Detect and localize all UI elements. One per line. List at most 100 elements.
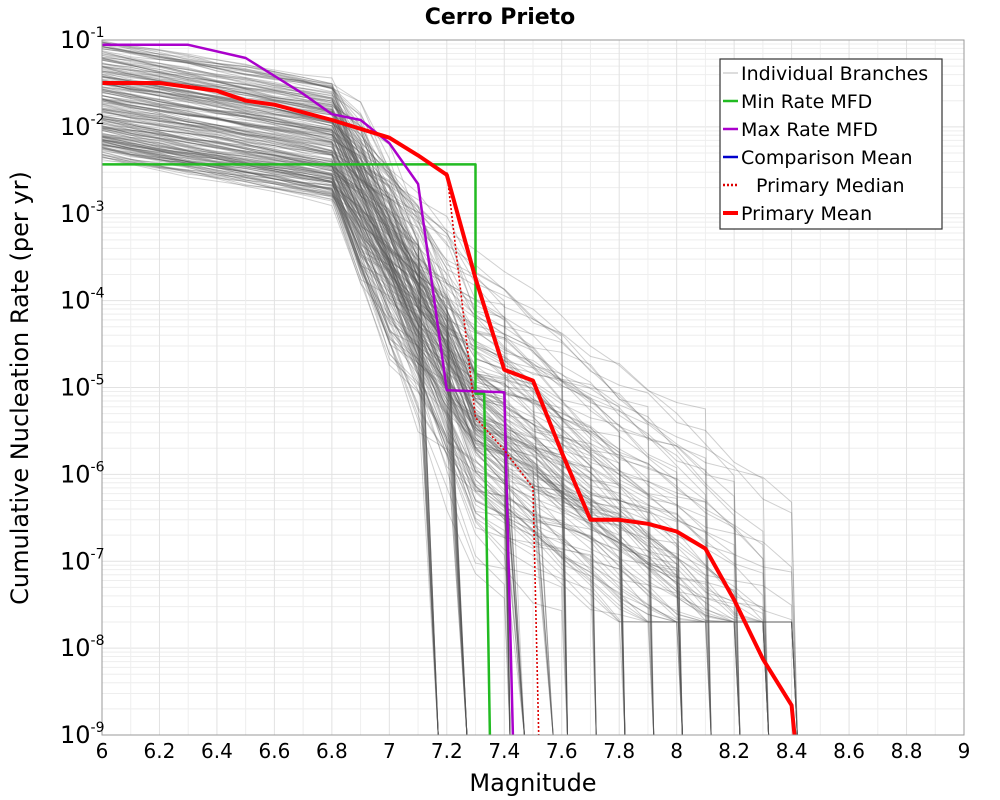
branch-line xyxy=(101,115,712,736)
branch-line xyxy=(101,95,798,736)
legend-label: Primary Median xyxy=(756,175,905,197)
branch-line xyxy=(101,45,525,736)
branch-line xyxy=(101,130,568,736)
branch-line xyxy=(101,132,468,736)
branch-line xyxy=(101,107,626,736)
branch-line xyxy=(101,98,798,736)
y-tick-label: 10-7 xyxy=(60,546,105,575)
y-tick-label: 10-4 xyxy=(60,286,105,315)
y-axis-label: Cumulative Nucleation Rate (per yr) xyxy=(6,171,34,605)
branch-line xyxy=(101,94,525,736)
branch-line xyxy=(101,135,712,736)
branch-line xyxy=(101,140,439,736)
branch-line xyxy=(101,108,468,736)
branch-line xyxy=(101,103,798,736)
branch-line xyxy=(101,149,798,736)
y-tick-label: 10-1 xyxy=(60,25,105,54)
branch-line xyxy=(101,98,655,736)
branch-line xyxy=(101,86,439,736)
branch-line xyxy=(101,90,626,736)
branch-line xyxy=(101,57,683,736)
x-tick-label: 8.2 xyxy=(718,739,750,763)
branch-line xyxy=(101,138,511,736)
branch-line xyxy=(101,145,770,736)
branch-line xyxy=(101,88,798,736)
branch-line xyxy=(101,88,712,736)
branch-line xyxy=(101,88,439,736)
branch-line xyxy=(101,48,770,736)
branch-line xyxy=(101,136,741,736)
branch-line xyxy=(101,127,468,736)
y-tick-label: 10-3 xyxy=(60,199,105,228)
branch-line xyxy=(101,146,468,736)
branch-line xyxy=(101,55,770,736)
branch-line xyxy=(101,67,468,736)
branch-line xyxy=(101,135,525,736)
branch-line xyxy=(101,41,568,736)
branch-line xyxy=(101,147,770,736)
branch-line xyxy=(101,59,597,736)
branch-line xyxy=(101,75,683,736)
branch-line xyxy=(101,127,439,736)
branch-line xyxy=(101,159,655,736)
branch-line xyxy=(101,128,468,736)
branch-line xyxy=(101,142,511,736)
branch-line xyxy=(101,105,798,736)
branch-line xyxy=(101,83,683,736)
x-tick-label: 8 xyxy=(670,739,683,763)
branch-line xyxy=(101,156,525,736)
y-tick-label: 10-2 xyxy=(60,112,105,141)
branch-line xyxy=(101,83,511,736)
branch-line xyxy=(101,142,439,736)
branch-line xyxy=(101,125,568,736)
branch-line xyxy=(101,118,712,736)
branch-line xyxy=(101,91,712,736)
branch-line xyxy=(101,128,626,736)
branch-line xyxy=(101,90,511,736)
branch-line xyxy=(101,155,741,736)
branch-line xyxy=(101,92,468,736)
branch-line xyxy=(101,108,439,736)
x-tick-label: 7.6 xyxy=(546,739,578,763)
branch-line xyxy=(101,119,798,736)
branch-line xyxy=(101,116,770,736)
branch-line xyxy=(101,144,798,736)
x-tick-label: 8.6 xyxy=(833,739,865,763)
branch-line xyxy=(101,42,626,736)
branch-line xyxy=(101,139,468,736)
branch-line xyxy=(101,54,770,736)
legend-label: Individual Branches xyxy=(741,63,928,85)
branch-line xyxy=(101,117,439,736)
branch-line xyxy=(101,46,712,736)
legend: Individual Branches Min Rate MFD Max Rate … xyxy=(719,58,943,230)
branch-line xyxy=(101,59,439,736)
branch-line xyxy=(101,45,468,736)
branch-line xyxy=(101,139,683,736)
x-axis-label: Magnitude xyxy=(469,769,596,797)
branch-line xyxy=(101,90,770,736)
branch-line xyxy=(101,68,798,736)
branch-line xyxy=(101,66,568,736)
branch-line xyxy=(101,102,568,736)
branch-line xyxy=(101,97,597,736)
branch-line xyxy=(101,140,770,736)
branch-line xyxy=(101,136,741,736)
branch-line xyxy=(101,143,798,736)
branch-line xyxy=(101,126,770,736)
branch-line xyxy=(101,102,798,736)
branch-line xyxy=(101,56,741,736)
branch-line xyxy=(101,56,712,736)
branch-line xyxy=(101,118,798,736)
branch-line xyxy=(101,65,741,736)
branch-line xyxy=(101,51,770,736)
branch-line xyxy=(101,150,511,736)
branch-line xyxy=(101,140,568,736)
branch-line xyxy=(101,83,712,736)
branch-line xyxy=(101,156,712,736)
branch-line xyxy=(101,98,798,736)
x-tick-label: 8.4 xyxy=(776,739,808,763)
branch-line xyxy=(101,148,525,736)
branch-line xyxy=(101,144,683,736)
legend-label: Max Rate MFD xyxy=(741,119,878,141)
